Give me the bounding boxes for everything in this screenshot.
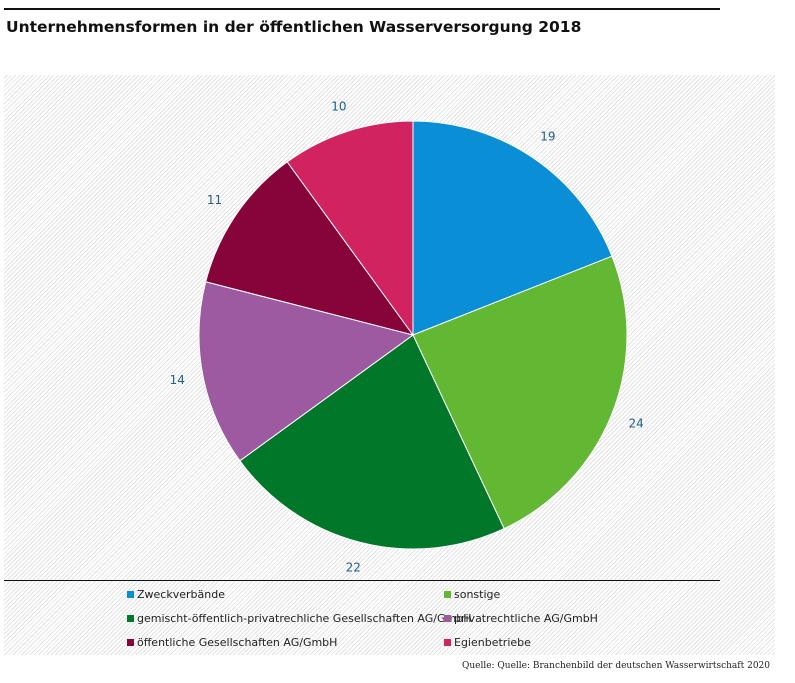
legend-swatch — [444, 591, 451, 598]
pie-slice — [286, 120, 414, 337]
legend-item: gemischt-öffentlich-privatrechliche Gese… — [127, 612, 472, 625]
pie-slice — [412, 120, 613, 336]
legend-label: Egienbetriebe — [454, 636, 531, 649]
legend-label: gemischt-öffentlich-privatrechliche Gese… — [137, 612, 472, 625]
data-label: 24 — [629, 416, 644, 430]
legend-item: privatrechtliche AG/GmbH — [444, 612, 598, 625]
legend-item: öffentliche Gesellschaften AG/GmbH — [127, 636, 337, 649]
legend-rule — [4, 580, 720, 581]
pie-slice — [205, 161, 415, 336]
legend-swatch — [444, 639, 451, 646]
legend-label: Zweckverbände — [137, 588, 225, 601]
data-label: 10 — [331, 100, 346, 114]
data-label: 11 — [207, 193, 222, 207]
data-label: 22 — [346, 560, 361, 574]
chart-title: Unternehmensformen in der öffentlichen W… — [6, 18, 582, 36]
legend-item: Egienbetriebe — [444, 636, 531, 649]
legend-item: sonstige — [444, 588, 500, 601]
title-rule — [4, 8, 720, 10]
legend-label: sonstige — [454, 588, 501, 601]
legend-item: Zweckverbände — [127, 588, 225, 601]
source-note: Quelle: Quelle: Branchenbild der deutsch… — [461, 661, 770, 671]
legend-label: privatrechtliche AG/GmbH — [454, 612, 598, 625]
legend-label: öffentliche Gesellschaften AG/GmbH — [137, 636, 338, 649]
pie-slice — [198, 281, 415, 462]
pie-slice — [412, 255, 628, 530]
pie-slice — [239, 334, 505, 550]
legend-swatch — [127, 591, 134, 598]
legend-swatch — [127, 639, 134, 646]
legend-swatch — [127, 615, 134, 622]
data-label: 19 — [540, 130, 555, 144]
data-label: 14 — [170, 373, 185, 387]
legend-swatch — [444, 615, 451, 622]
